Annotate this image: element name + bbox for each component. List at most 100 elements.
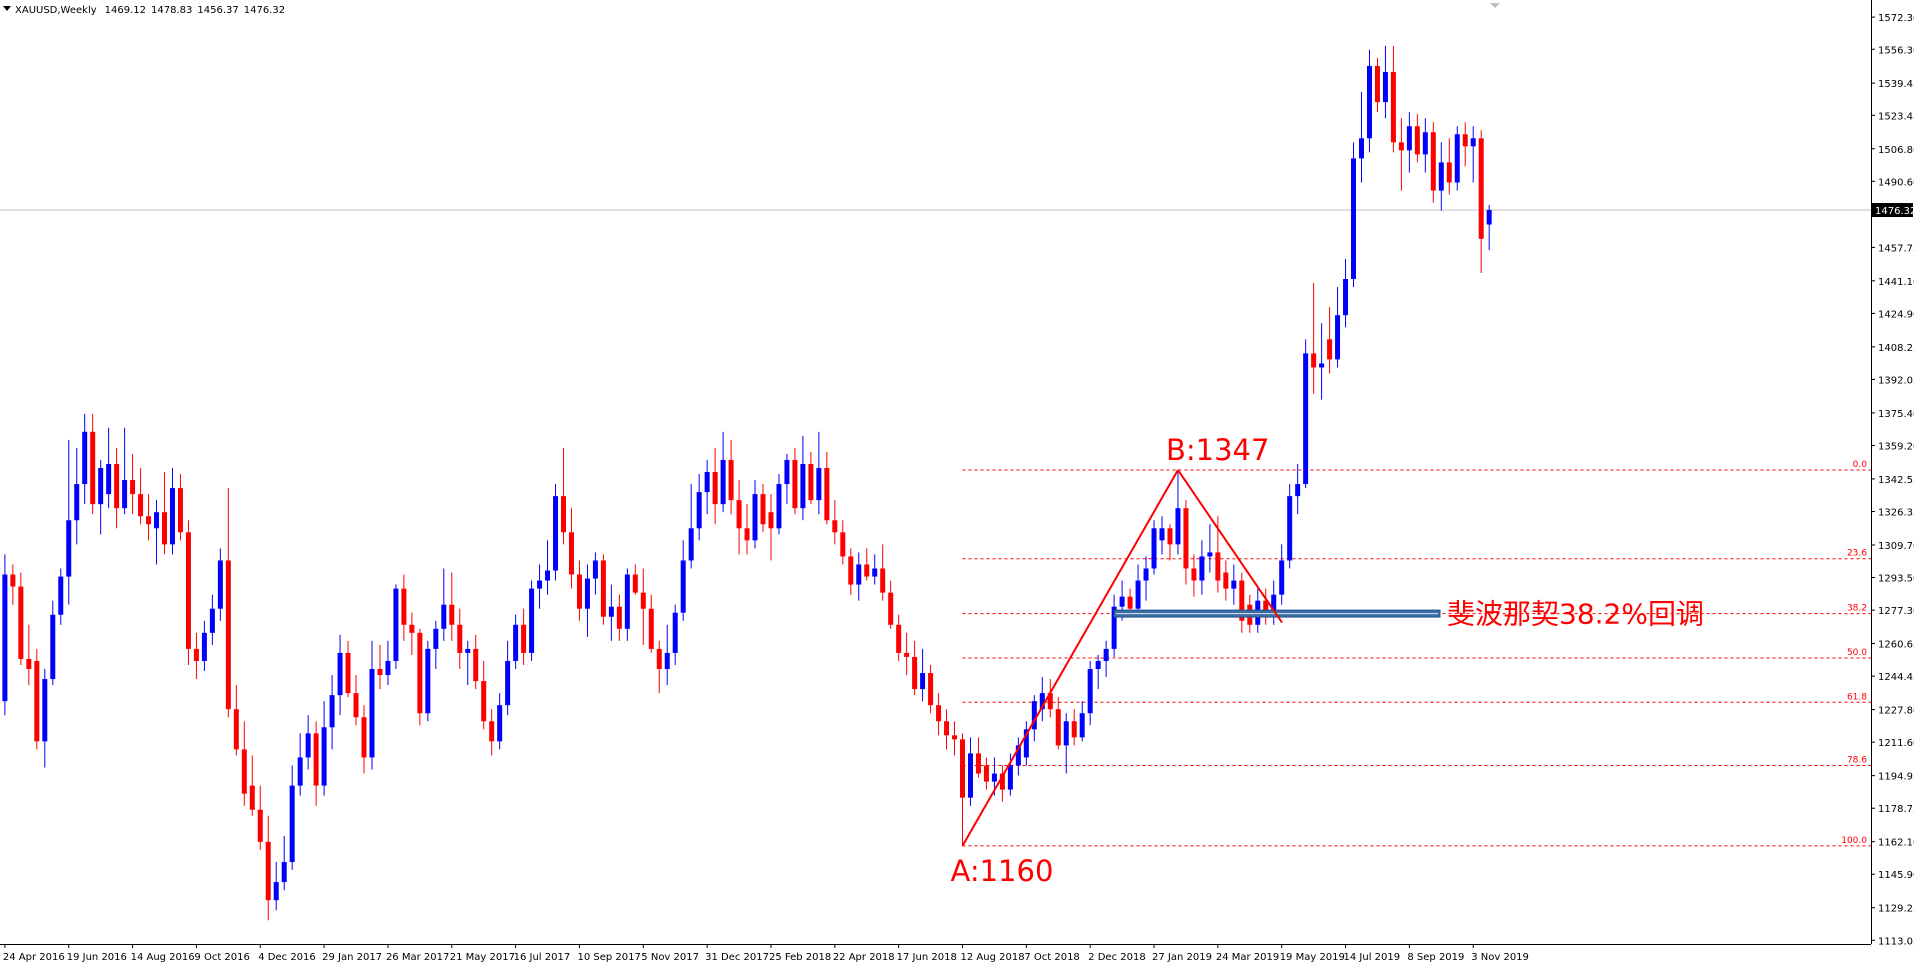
candle-body [369, 669, 375, 758]
candle-body [1486, 210, 1492, 225]
candle-body [1167, 528, 1173, 545]
candle-body [704, 472, 710, 493]
candle-body [185, 532, 191, 649]
open-value: 1469.12 [105, 5, 146, 16]
fib-level-label: 50.0 [1847, 648, 1867, 658]
candle-body [201, 632, 207, 661]
y-tick-label: 1145.90 [1878, 870, 1914, 881]
candle-body [297, 757, 303, 786]
candle-body [632, 574, 638, 593]
current-price-label: 1476.32 [1875, 206, 1914, 217]
candle-body [816, 467, 822, 501]
low-value: 1456.37 [197, 5, 238, 16]
candle-body [34, 660, 40, 742]
candle-body [1055, 709, 1061, 746]
candle-body [872, 568, 878, 577]
candle-body [768, 512, 774, 529]
x-tick-label: 22 Apr 2018 [833, 952, 895, 963]
candle-body [975, 753, 981, 774]
candle-body [712, 472, 718, 505]
candle-body [792, 459, 798, 509]
x-tick-label: 31 Dec 2017 [705, 952, 769, 963]
candle-body [409, 624, 415, 633]
candle-body [584, 578, 590, 609]
candle-body [1127, 596, 1133, 609]
fib-level-label: 100.0 [1841, 836, 1867, 846]
candle-body [1183, 508, 1189, 569]
fib-level-label: 0.0 [1853, 460, 1868, 470]
candle-body [42, 679, 48, 742]
candle-body [1335, 315, 1341, 360]
candle-body [1438, 162, 1444, 191]
candle-body [1454, 134, 1460, 183]
close-value: 1476.32 [244, 5, 285, 16]
candle-body [1414, 126, 1420, 155]
candle-body [225, 560, 231, 710]
candle-body [960, 739, 965, 798]
y-tick-label: 1392.05 [1878, 375, 1914, 386]
y-tick-label: 1309.70 [1878, 541, 1914, 552]
fib-level-label: 38.2 [1847, 604, 1867, 614]
candle-body [50, 614, 56, 680]
y-tick-label: 1194.95 [1878, 772, 1914, 783]
candle-body [1239, 580, 1245, 621]
candle-body [1143, 568, 1149, 581]
candle-body [1023, 729, 1029, 758]
candle-body [576, 574, 582, 609]
candle-body [648, 608, 654, 649]
candle-body [305, 733, 311, 758]
candle-body [529, 588, 535, 653]
candle-body [640, 592, 646, 609]
candle-body [193, 648, 199, 661]
candle-body [696, 492, 702, 529]
y-tick-label: 1457.75 [1878, 243, 1914, 254]
candle-body [1271, 594, 1277, 615]
candle-body [561, 496, 566, 533]
candle-body [26, 658, 32, 670]
candle-body [1382, 71, 1388, 103]
candle-body [1207, 552, 1213, 557]
annotation-note: 斐波那契38.2%回调 [1447, 598, 1704, 631]
candle-body [1095, 660, 1101, 670]
candle-body [177, 488, 183, 533]
candle-body [999, 773, 1005, 790]
candle-body [545, 570, 551, 581]
x-tick-label: 29 Jan 2017 [322, 952, 382, 963]
candle-body [800, 463, 806, 509]
candle-body [98, 467, 104, 505]
candle-body [1446, 162, 1452, 183]
y-tick-label: 1227.80 [1878, 706, 1914, 717]
candle-body [281, 861, 287, 883]
candle-body [385, 660, 391, 676]
candle-body [880, 568, 886, 593]
candle-body [856, 564, 862, 585]
candle-body [162, 512, 167, 545]
candle-body [1478, 138, 1484, 239]
candle-body [1366, 65, 1372, 139]
candle-body [481, 681, 487, 722]
x-tick-label: 3 Nov 2019 [1471, 952, 1529, 963]
candle-body [1199, 556, 1205, 581]
candle-body [82, 431, 88, 485]
y-tick-label: 1572.30 [1878, 13, 1914, 24]
y-tick-label: 1556.30 [1878, 45, 1914, 56]
y-tick-label: 1113.05 [1878, 936, 1914, 947]
candle-body [983, 765, 989, 782]
y-tick-label: 1375.40 [1878, 409, 1914, 420]
candle-body [1175, 508, 1181, 545]
y-tick-label: 1211.60 [1878, 738, 1914, 749]
high-value: 1478.83 [151, 5, 192, 16]
candle-body [664, 652, 670, 670]
x-tick-label: 4 Dec 2016 [258, 952, 316, 963]
candle-body [249, 785, 255, 810]
candle-body [1406, 126, 1412, 151]
candle-body [265, 841, 271, 901]
candle-body [433, 628, 439, 649]
candle-body [688, 528, 694, 561]
candle-body [936, 705, 942, 722]
candle-body [345, 652, 351, 694]
x-tick-label: 2 Dec 2018 [1088, 952, 1146, 963]
candle-body [130, 480, 136, 495]
candle-body [1327, 339, 1333, 360]
y-tick-label: 1293.50 [1878, 574, 1914, 585]
